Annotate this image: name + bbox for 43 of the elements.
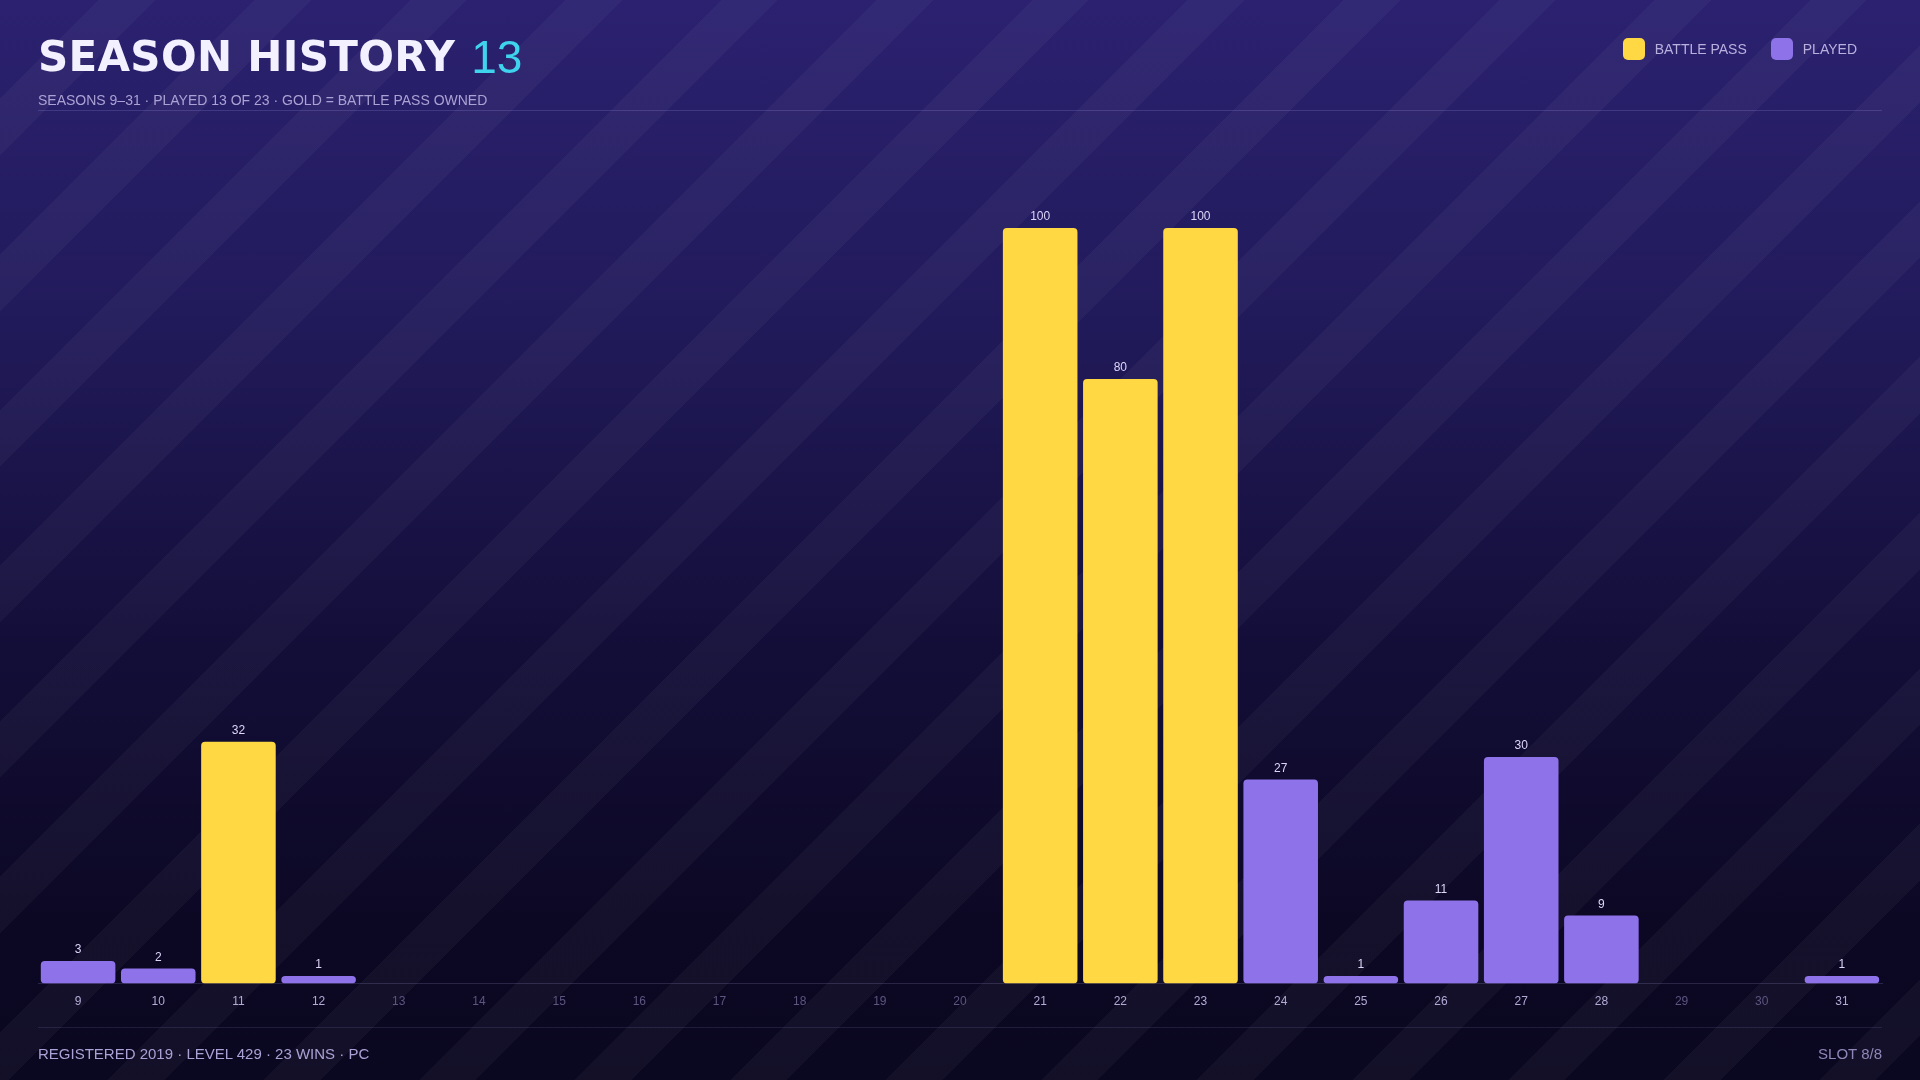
data-label: 1 [315, 957, 323, 972]
x-tick-label: 29 [1674, 994, 1689, 1009]
data-label: 32 [231, 723, 246, 738]
text: SLOT 8/8 [1818, 1045, 1882, 1062]
data-label: 3 [74, 942, 82, 957]
x-tick-label: 10 [151, 994, 166, 1009]
x-tick-label: 26 [1434, 994, 1449, 1009]
x-tick-label: 16 [632, 994, 647, 1009]
x-tick-label: 20 [953, 994, 967, 1009]
x-tick-label: 9 [74, 994, 82, 1009]
x-tick-label: 23 [1193, 994, 1208, 1009]
x-tick-label: 21 [1033, 994, 1048, 1009]
x-tick-label: 17 [712, 994, 727, 1009]
x-tick-label: 18 [792, 994, 807, 1009]
data-label: 80 [1113, 360, 1128, 375]
data-label: 11 [1434, 881, 1448, 896]
x-tick-label: 15 [552, 994, 567, 1009]
data-label: 9 [1598, 896, 1606, 911]
x-tick-label: 12 [311, 994, 326, 1009]
data-label: 2 [154, 949, 162, 964]
data-label: 27 [1274, 760, 1288, 775]
chart-title: SEASON HISTORY [38, 32, 456, 82]
x-tick-label: 28 [1594, 994, 1609, 1009]
text: 13 [471, 31, 523, 83]
text: REGISTERED 2019 · LEVEL 429 · 23 WINS · PC [38, 1045, 370, 1062]
x-tick-label: 14 [472, 994, 486, 1009]
data-label: 1 [1838, 957, 1846, 972]
legend-label: BATTLE PASS [1654, 41, 1747, 57]
x-tick-label: 31 [1835, 994, 1849, 1009]
data-label: 100 [1030, 209, 1051, 224]
x-tick-label: 22 [1113, 994, 1128, 1009]
x-tick-label: 24 [1274, 994, 1288, 1009]
data-label: 1 [1357, 957, 1365, 972]
x-tick-label: 11 [232, 994, 245, 1009]
data-label: 30 [1514, 738, 1529, 753]
data-label: 100 [1190, 209, 1211, 224]
x-tick-label: 30 [1755, 994, 1769, 1009]
x-tick-label: 25 [1354, 994, 1368, 1009]
chart-subtitle: SEASONS 9–31 · PLAYED 13 OF 23 · GOLD = BATTLE PASS OWNED [38, 92, 488, 109]
x-tick-label: 27 [1514, 994, 1529, 1009]
legend-label: PLAYED [1802, 41, 1857, 57]
x-tick-label: 19 [873, 994, 887, 1009]
x-tick-label: 13 [392, 994, 406, 1009]
